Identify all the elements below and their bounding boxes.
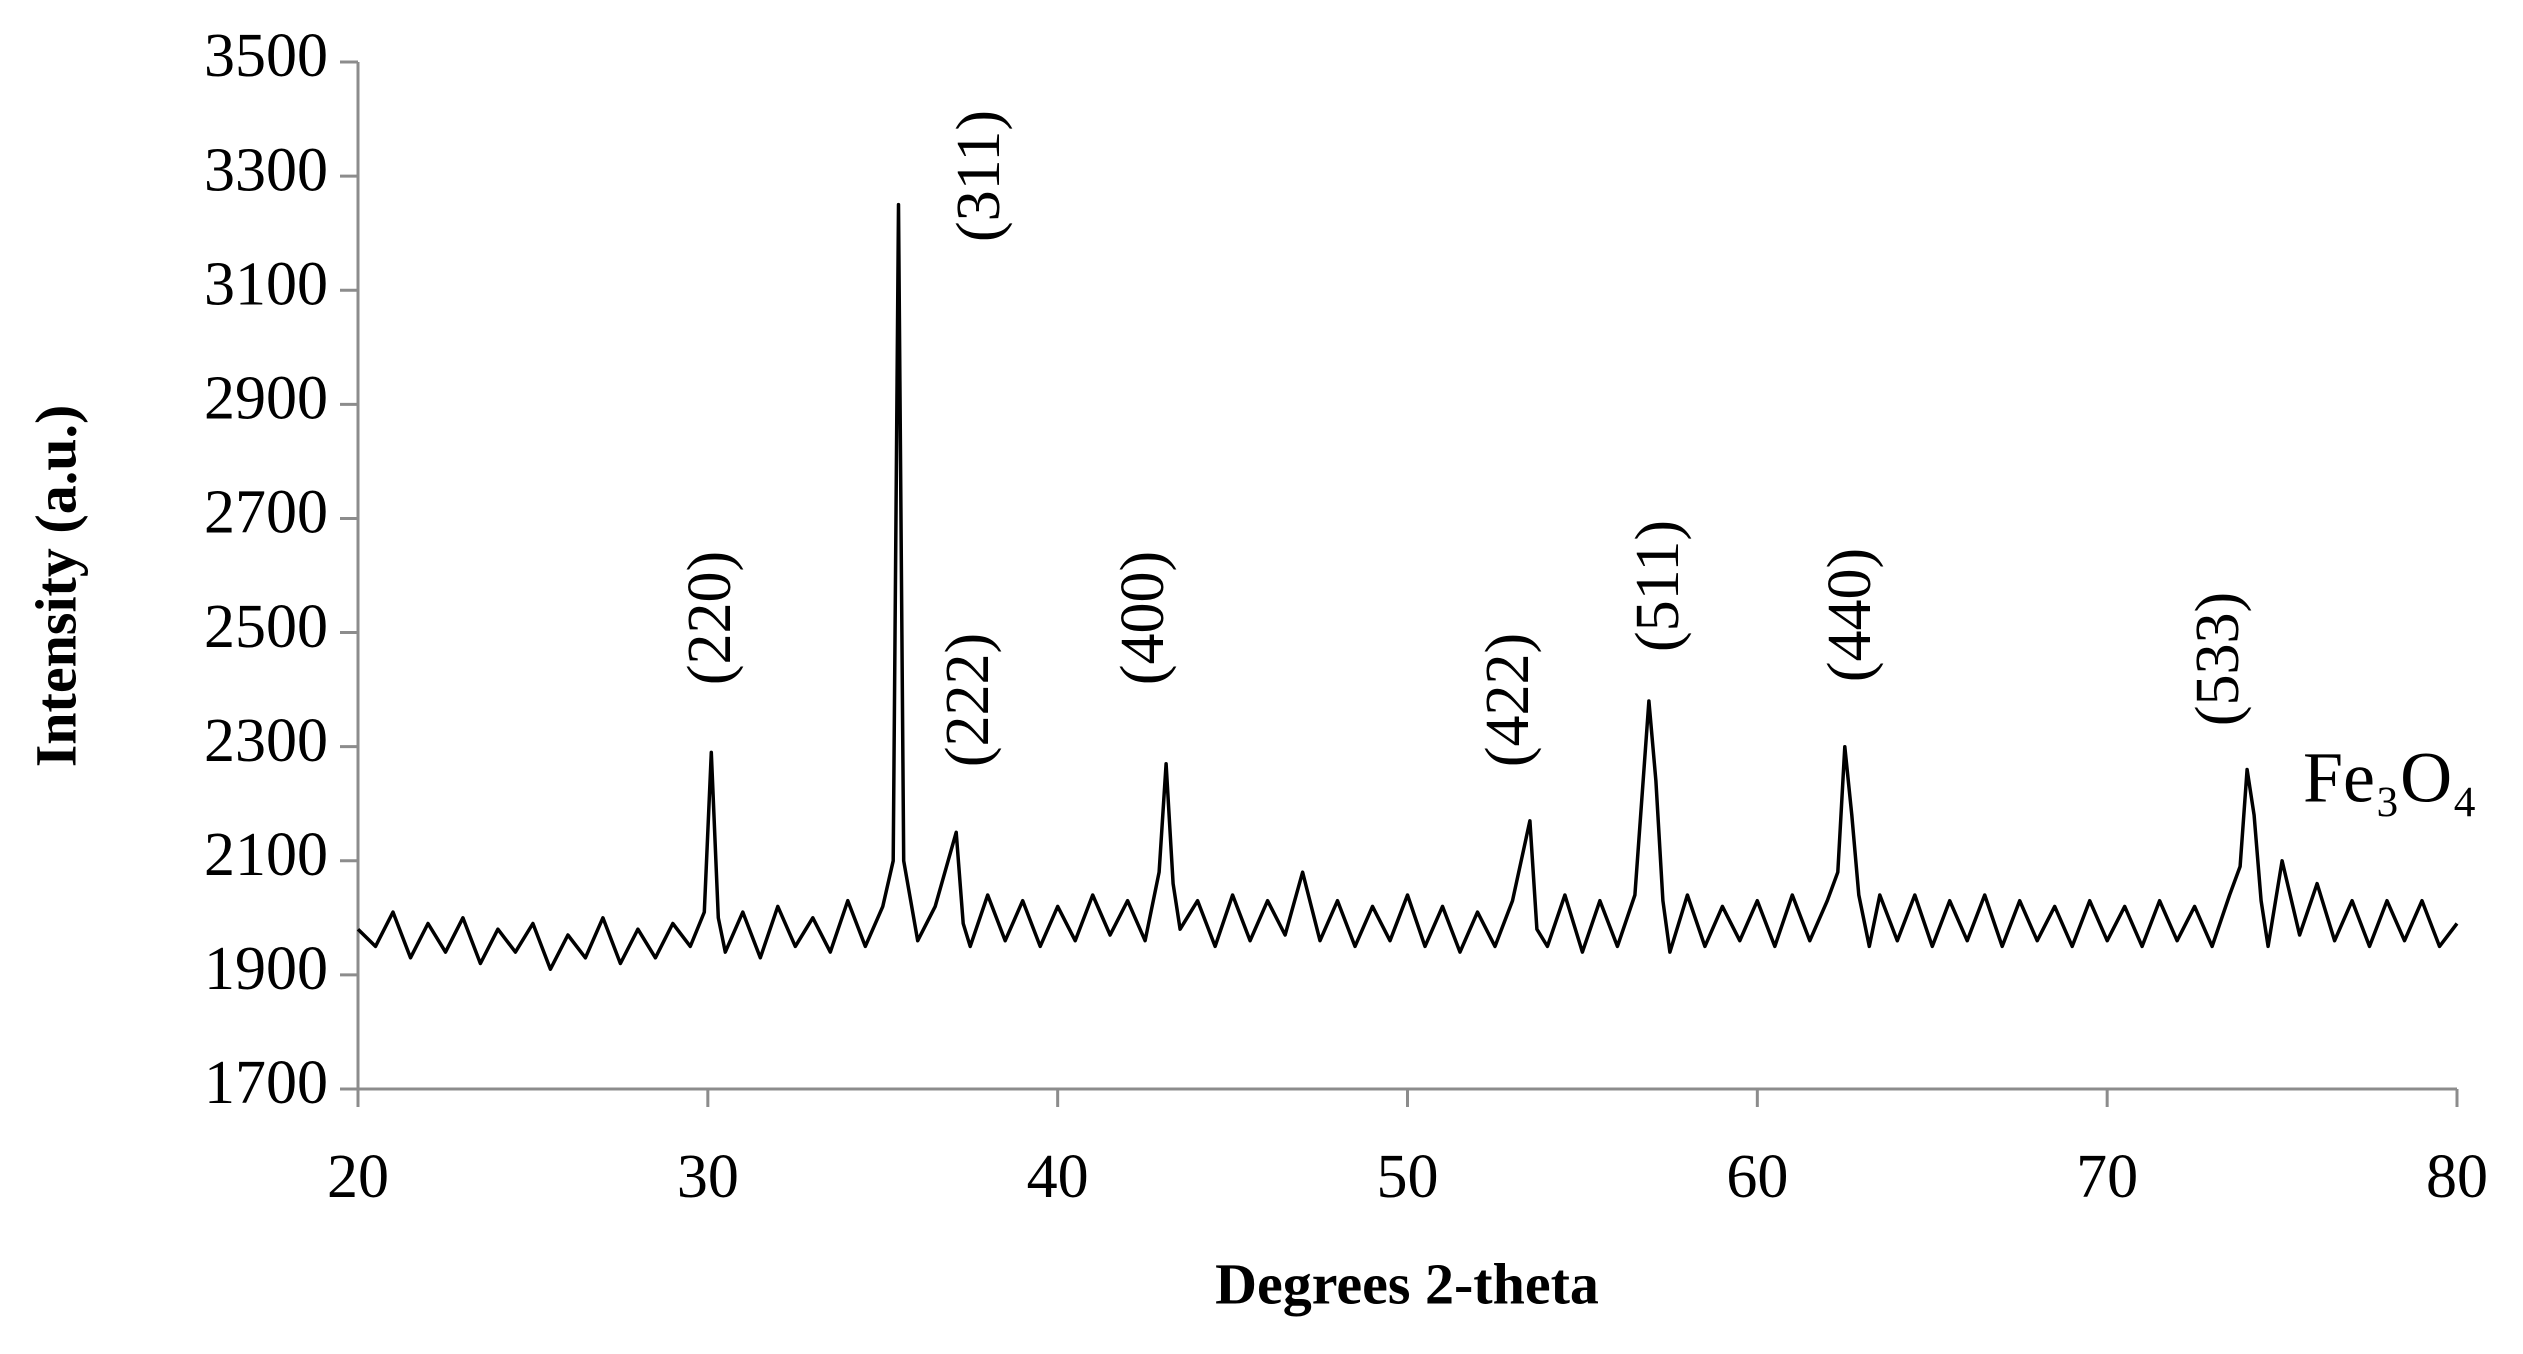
y-tick-label: 2700 (204, 479, 328, 547)
x-tick-label: 50 (1377, 1143, 1439, 1211)
data-line (356, 202, 2459, 971)
peak-label: (222) (934, 633, 1002, 767)
peak-label: (400) (1109, 551, 1177, 685)
x-tick-label: 70 (2076, 1143, 2138, 1211)
y-tick-label: 2900 (204, 365, 328, 433)
x-axis-title: Degrees 2-theta (1215, 1251, 1599, 1316)
peak-label: (533) (2184, 592, 2252, 726)
y-tick-label: 2500 (204, 593, 328, 661)
y-tick-label: 1900 (204, 935, 328, 1003)
peak-label: (422) (1474, 633, 1542, 767)
y-tick-label: 2300 (204, 707, 328, 775)
y-tick-label: 3500 (204, 22, 328, 90)
x-tick-label: 60 (1726, 1143, 1788, 1211)
x-tick-label: 40 (1027, 1143, 1089, 1211)
y-tick-label: 3300 (204, 136, 328, 204)
peak-label: (220) (676, 551, 744, 685)
phase-label: Fe₃O₄ (2303, 738, 2477, 818)
peak-label: (311) (945, 110, 1013, 242)
y-tick-label: 2100 (204, 821, 328, 889)
y-axis-title: Intensity (a.u.) (23, 405, 88, 768)
y-tick-label: 3100 (204, 250, 328, 318)
y-tick-label: 1700 (204, 1049, 328, 1117)
x-tick-label: 20 (327, 1143, 389, 1211)
x-tick-label: 80 (2426, 1143, 2488, 1211)
peak-label: (511) (1624, 520, 1692, 652)
x-tick-label: 30 (677, 1143, 739, 1211)
peak-label: (440) (1816, 548, 1884, 682)
